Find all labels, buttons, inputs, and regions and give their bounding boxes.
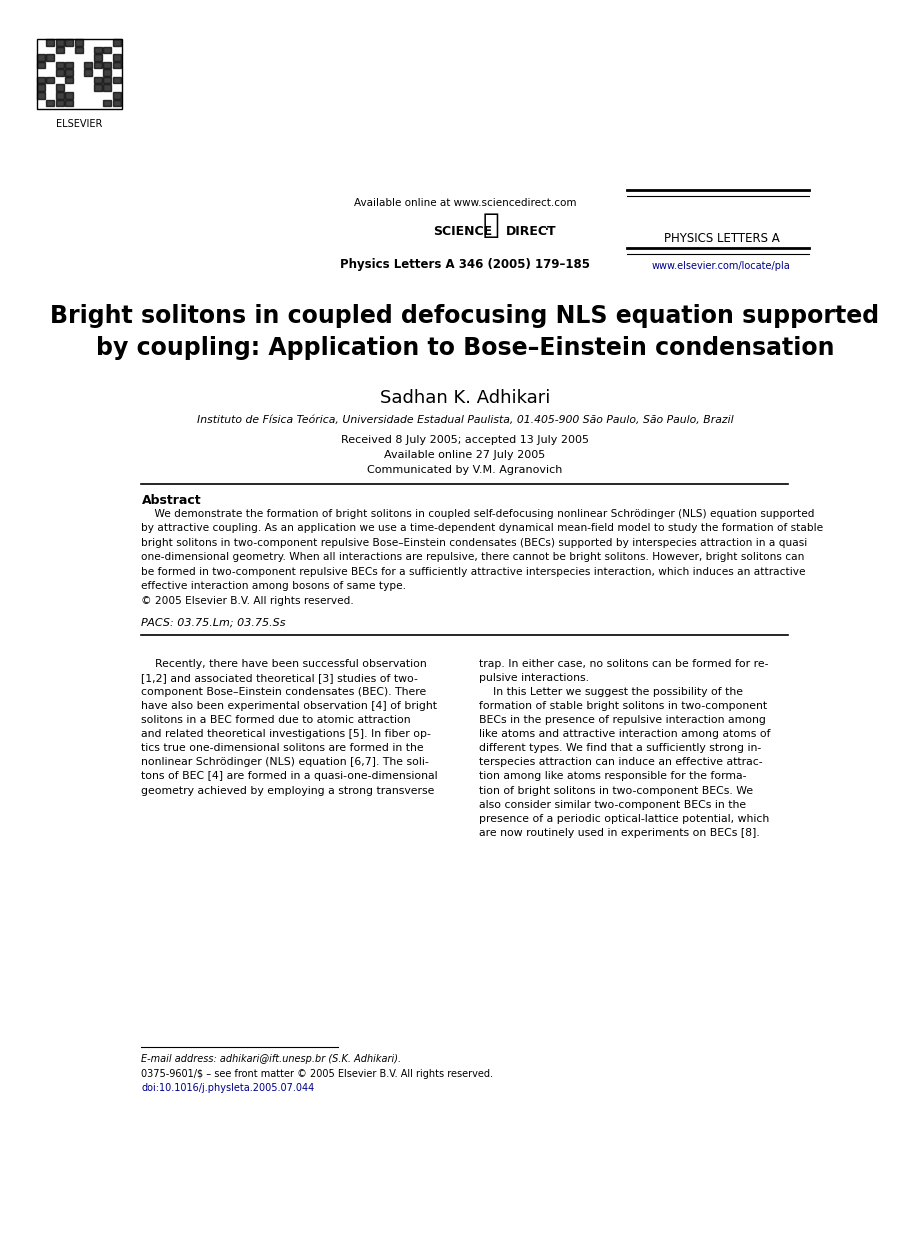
Bar bbox=[103, 99, 112, 106]
Text: tics true one-dimensional solitons are formed in the: tics true one-dimensional solitons are f… bbox=[141, 743, 424, 753]
Bar bbox=[46, 77, 54, 83]
Text: We demonstrate the formation of bright solitons in coupled self-defocusing nonli: We demonstrate the formation of bright s… bbox=[141, 509, 815, 519]
Bar bbox=[112, 62, 121, 68]
Bar bbox=[46, 40, 54, 46]
Bar bbox=[93, 54, 102, 61]
Text: Physics Letters A 346 (2005) 179–185: Physics Letters A 346 (2005) 179–185 bbox=[340, 259, 590, 271]
Text: tons of BEC [4] are formed in a quasi-one-dimensional: tons of BEC [4] are formed in a quasi-on… bbox=[141, 771, 438, 781]
Bar bbox=[112, 77, 121, 83]
Text: one-dimensional geometry. When all interactions are repulsive, there cannot be b: one-dimensional geometry. When all inter… bbox=[141, 552, 805, 562]
Bar bbox=[93, 62, 102, 68]
Text: Received 8 July 2005; accepted 13 July 2005: Received 8 July 2005; accepted 13 July 2… bbox=[341, 435, 589, 444]
Text: trap. In either case, no solitons can be formed for re-: trap. In either case, no solitons can be… bbox=[479, 659, 768, 669]
Text: BECs in the presence of repulsive interaction among: BECs in the presence of repulsive intera… bbox=[479, 716, 766, 725]
Text: pulsive interactions.: pulsive interactions. bbox=[479, 672, 589, 682]
Bar bbox=[112, 99, 121, 106]
Text: presence of a periodic optical-lattice potential, which: presence of a periodic optical-lattice p… bbox=[479, 813, 769, 823]
Text: also consider similar two-component BECs in the: also consider similar two-component BECs… bbox=[479, 800, 746, 810]
Text: © 2005 Elsevier B.V. All rights reserved.: © 2005 Elsevier B.V. All rights reserved… bbox=[141, 595, 355, 605]
Text: DIRECT: DIRECT bbox=[505, 225, 556, 238]
Bar bbox=[55, 92, 63, 99]
Text: tion of bright solitons in two-component BECs. We: tion of bright solitons in two-component… bbox=[479, 786, 753, 796]
Bar bbox=[36, 84, 44, 92]
Text: PHYSICS LETTERS A: PHYSICS LETTERS A bbox=[664, 233, 779, 245]
Bar bbox=[74, 40, 83, 46]
Bar bbox=[36, 54, 44, 61]
Bar bbox=[74, 47, 83, 53]
Bar bbox=[65, 62, 73, 68]
Text: ELSEVIER: ELSEVIER bbox=[56, 119, 102, 129]
Text: ·: · bbox=[545, 225, 549, 235]
Text: PACS: 03.75.Lm; 03.75.Ss: PACS: 03.75.Lm; 03.75.Ss bbox=[141, 618, 286, 628]
Text: www.elsevier.com/locate/pla: www.elsevier.com/locate/pla bbox=[652, 261, 791, 271]
Bar bbox=[112, 92, 121, 99]
Bar bbox=[103, 77, 112, 83]
Bar bbox=[55, 69, 63, 76]
Text: bright solitons in two-component repulsive Bose–Einstein condensates (BECs) supp: bright solitons in two-component repulsi… bbox=[141, 537, 808, 548]
Bar bbox=[65, 69, 73, 76]
Bar bbox=[93, 84, 102, 92]
Bar bbox=[84, 62, 93, 68]
Text: Instituto de Física Teórica, Universidade Estadual Paulista, 01.405-900 São Paul: Instituto de Física Teórica, Universidad… bbox=[197, 416, 733, 426]
Text: ⓓ: ⓓ bbox=[483, 210, 499, 239]
Text: geometry achieved by employing a strong transverse: geometry achieved by employing a strong … bbox=[141, 786, 434, 796]
Bar bbox=[55, 62, 63, 68]
Text: have also been experimental observation [4] of bright: have also been experimental observation … bbox=[141, 701, 437, 711]
Bar bbox=[65, 92, 73, 99]
Text: 0375-9601/$ – see front matter © 2005 Elsevier B.V. All rights reserved.: 0375-9601/$ – see front matter © 2005 El… bbox=[141, 1070, 493, 1080]
Text: Abstract: Abstract bbox=[141, 494, 201, 506]
Text: and related theoretical investigations [5]. In fiber op-: and related theoretical investigations [… bbox=[141, 729, 432, 739]
Text: Available online 27 July 2005: Available online 27 July 2005 bbox=[385, 449, 545, 459]
Text: Recently, there have been successful observation: Recently, there have been successful obs… bbox=[141, 659, 427, 669]
Bar bbox=[55, 84, 63, 92]
Text: are now routinely used in experiments on BECs [8].: are now routinely used in experiments on… bbox=[479, 828, 760, 838]
Bar bbox=[55, 47, 63, 53]
Text: by attractive coupling. As an application we use a time-dependent dynamical mean: by attractive coupling. As an applicatio… bbox=[141, 524, 824, 534]
Bar bbox=[103, 47, 112, 53]
Bar bbox=[36, 62, 44, 68]
Bar bbox=[36, 38, 122, 109]
Bar bbox=[112, 54, 121, 61]
Text: solitons in a BEC formed due to atomic attraction: solitons in a BEC formed due to atomic a… bbox=[141, 716, 411, 725]
Text: Sadhan K. Adhikari: Sadhan K. Adhikari bbox=[380, 389, 550, 407]
Text: tion among like atoms responsible for the forma-: tion among like atoms responsible for th… bbox=[479, 771, 746, 781]
Bar bbox=[36, 92, 44, 99]
Text: component Bose–Einstein condensates (BEC). There: component Bose–Einstein condensates (BEC… bbox=[141, 687, 426, 697]
Text: In this Letter we suggest the possibility of the: In this Letter we suggest the possibilit… bbox=[479, 687, 743, 697]
Bar bbox=[103, 84, 112, 92]
Bar bbox=[84, 69, 93, 76]
Bar bbox=[93, 47, 102, 53]
Bar bbox=[55, 40, 63, 46]
Text: doi:10.1016/j.physleta.2005.07.044: doi:10.1016/j.physleta.2005.07.044 bbox=[141, 1083, 315, 1093]
Bar bbox=[112, 40, 121, 46]
Bar bbox=[46, 54, 54, 61]
Bar bbox=[36, 77, 44, 83]
Text: like atoms and attractive interaction among atoms of: like atoms and attractive interaction am… bbox=[479, 729, 770, 739]
Text: terspecies attraction can induce an effective attrac-: terspecies attraction can induce an effe… bbox=[479, 758, 763, 768]
Text: effective interaction among bosons of same type.: effective interaction among bosons of sa… bbox=[141, 582, 406, 592]
Text: Communicated by V.M. Agranovich: Communicated by V.M. Agranovich bbox=[367, 465, 562, 475]
Bar bbox=[55, 99, 63, 106]
Text: formation of stable bright solitons in two-component: formation of stable bright solitons in t… bbox=[479, 701, 767, 711]
Text: E-mail address: adhikari@ift.unesp.br (S.K. Adhikari).: E-mail address: adhikari@ift.unesp.br (S… bbox=[141, 1054, 402, 1065]
Bar bbox=[93, 77, 102, 83]
Bar bbox=[46, 99, 54, 106]
Text: nonlinear Schrödinger (NLS) equation [6,7]. The soli-: nonlinear Schrödinger (NLS) equation [6,… bbox=[141, 758, 429, 768]
Bar bbox=[103, 69, 112, 76]
Text: different types. We find that a sufficiently strong in-: different types. We find that a sufficie… bbox=[479, 743, 761, 753]
Text: SCIENCE: SCIENCE bbox=[434, 225, 493, 238]
Bar bbox=[65, 40, 73, 46]
Text: Bright solitons in coupled defocusing NLS equation supported
by coupling: Applic: Bright solitons in coupled defocusing NL… bbox=[50, 305, 880, 360]
Bar bbox=[65, 77, 73, 83]
Text: be formed in two-component repulsive BECs for a sufficiently attractive interspe: be formed in two-component repulsive BEC… bbox=[141, 567, 806, 577]
Text: Available online at www.sciencedirect.com: Available online at www.sciencedirect.co… bbox=[354, 198, 576, 208]
Bar bbox=[65, 99, 73, 106]
Text: [1,2] and associated theoretical [3] studies of two-: [1,2] and associated theoretical [3] stu… bbox=[141, 672, 418, 682]
Bar bbox=[103, 62, 112, 68]
